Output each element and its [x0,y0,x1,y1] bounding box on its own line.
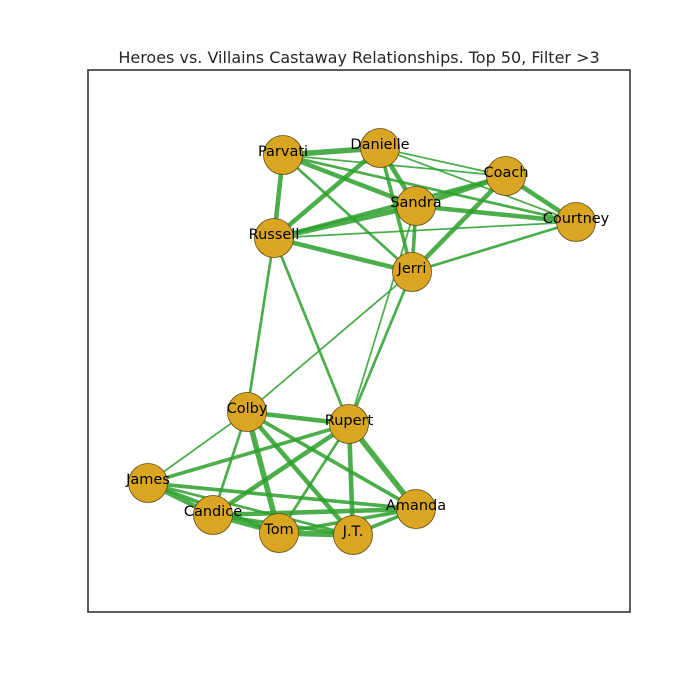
edge-russell-rupert [272,236,351,426]
node-rupert: Rupert [325,404,374,444]
edge-colby-james [147,411,248,484]
node-parvati: Parvati [258,135,308,175]
edge-jerri-courtney [410,220,578,274]
edge-sandra-russell [271,203,419,241]
node-amanda: Amanda [386,489,446,529]
edge-sandra-courtney [413,203,579,225]
node-tom: Tom [259,513,299,553]
node-circle-tom [259,513,299,553]
node-circle-jerri [392,252,432,292]
node-circle-danielle [360,128,400,168]
node-candice: Candice [184,495,242,535]
edge-russell-courtney [273,221,577,239]
node-label-colby: Colby [227,401,268,417]
node-label-courtney: Courtney [543,211,610,227]
node-circle-james [128,463,168,503]
node-coach: Coach [483,156,529,196]
edge-colby-amanda [245,410,418,511]
node-circle-rupert [329,404,369,444]
node-circle-russell [254,218,294,258]
node-label-parvati: Parvati [258,144,308,160]
node-label-coach: Coach [483,165,528,181]
node-label-james: James [125,472,170,488]
nodes-layer: Parvati Danielle Coach Sandra Courtney Russel… [125,128,610,555]
node-circle-courtney [556,202,596,242]
edge-sandra-rupert [348,205,417,425]
node-label-russell: Russell [249,227,300,243]
node-label-jerri: Jerri [397,261,427,277]
node-circle-colby [227,392,267,432]
node-circle-amanda [396,489,436,529]
node-label-amanda: Amanda [386,498,446,514]
node-circle-coach [486,156,526,196]
node-colby: Colby [227,392,268,432]
edge-parvati-jerri [281,153,414,274]
node-circle-candice [193,495,233,535]
node-label-jt: J.T. [342,524,364,540]
edge-danielle-russell [271,145,383,241]
edge-james-amanda [146,481,418,511]
node-circle-jt [333,515,373,555]
node-jt: J.T. [333,515,373,555]
edge-coach-jerri [409,173,509,275]
edge-parvati-courtney [281,153,578,224]
node-russell: Russell [249,218,300,258]
node-danielle: Danielle [350,128,410,168]
edge-russell-colby [245,236,276,414]
node-jerri: Jerri [392,252,432,292]
edge-rupert-candice [210,421,352,518]
node-courtney: Courtney [543,202,610,242]
edge-russell-jerri [271,235,415,275]
node-label-danielle: Danielle [350,137,409,153]
node-circle-parvati [263,135,303,175]
node-label-tom: Tom [263,522,293,538]
node-label-rupert: Rupert [325,413,374,429]
chart-title: Heroes vs. Villains Castaway Relationshi… [118,48,599,67]
node-circle-sandra [396,186,436,226]
edge-danielle-coach [379,147,507,177]
node-james: James [125,463,170,503]
node-label-candice: Candice [184,504,242,520]
edge-parvati-coach [282,154,507,177]
edge-rupert-james [146,422,351,485]
edge-jerri-colby [246,271,413,413]
plot-frame [87,69,631,613]
edge-jerri-rupert [347,270,414,426]
edge-candice-amanda [210,506,419,518]
edge-colby-jt [244,409,356,538]
node-sandra: Sandra [390,186,442,226]
node-label-sandra: Sandra [390,195,441,211]
